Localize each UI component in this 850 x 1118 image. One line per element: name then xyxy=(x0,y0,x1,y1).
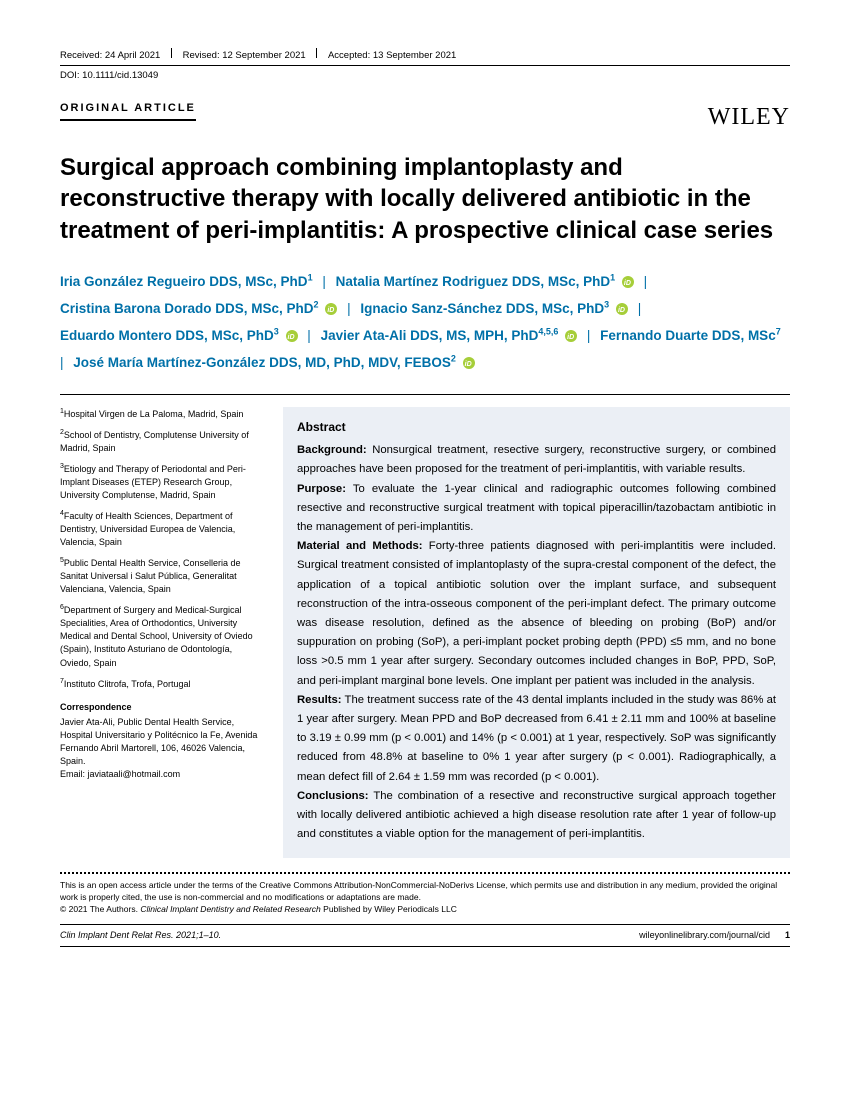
received-date: Received: 24 April 2021 xyxy=(60,49,160,62)
abstract-results: Results: The treatment success rate of t… xyxy=(297,691,776,787)
article-title: Surgical approach combining implantoplas… xyxy=(60,152,790,246)
footer-url[interactable]: wileyonlinelibrary.com/journal/cid xyxy=(639,930,770,940)
footer-bar: Clin Implant Dent Relat Res. 2021;1–10. … xyxy=(60,924,790,947)
article-type: ORIGINAL ARTICLE xyxy=(60,101,196,121)
abstract-box: Abstract Background: Nonsurgical treatme… xyxy=(283,407,790,859)
correspondence-heading: Correspondence xyxy=(60,701,265,714)
author: Natalia Martínez Rodriguez DDS, MSc, PhD… xyxy=(336,274,634,289)
author: José María Martínez-González DDS, MD, Ph… xyxy=(73,355,474,370)
affiliations-column: 1Hospital Virgen de La Paloma, Madrid, S… xyxy=(60,407,265,859)
correspondence-text: Javier Ata-Ali, Public Dental Health Ser… xyxy=(60,716,265,768)
author: Iria González Regueiro DDS, MSc, PhD1 xyxy=(60,274,313,289)
accepted-date: Accepted: 13 September 2021 xyxy=(328,49,456,62)
affiliation: 3Etiology and Therapy of Periodontal and… xyxy=(60,462,265,502)
license-text: This is an open access article under the… xyxy=(60,880,790,916)
abstract-background: Background: Nonsurgical treatment, resec… xyxy=(297,441,776,479)
author: Eduardo Montero DDS, MSc, PhD3 xyxy=(60,328,298,343)
publisher-logo: WILEY xyxy=(708,101,790,135)
abstract-methods: Material and Methods: Forty-three patien… xyxy=(297,537,776,691)
abstract-conclusions: Conclusions: The combination of a resect… xyxy=(297,787,776,845)
header-dates: Received: 24 April 2021 Revised: 12 Sept… xyxy=(60,48,790,65)
abstract-heading: Abstract xyxy=(297,417,776,437)
orcid-icon[interactable] xyxy=(325,303,337,315)
affiliation: 1Hospital Virgen de La Paloma, Madrid, S… xyxy=(60,407,265,421)
affiliation: 6Department of Surgery and Medical-Surgi… xyxy=(60,603,265,669)
affiliation: 5Public Dental Health Service, Conseller… xyxy=(60,556,265,596)
footer-citation: Clin Implant Dent Relat Res. 2021;1–10. xyxy=(60,929,221,942)
orcid-icon[interactable] xyxy=(463,357,475,369)
orcid-icon[interactable] xyxy=(565,330,577,342)
affiliation: 2School of Dentistry, Complutense Univer… xyxy=(60,428,265,455)
author: Cristina Barona Dorado DDS, MSc, PhD2 xyxy=(60,301,337,316)
affiliation: 7Instituto Clitrofa, Trofa, Portugal xyxy=(60,677,265,691)
orcid-icon[interactable] xyxy=(622,276,634,288)
orcid-icon[interactable] xyxy=(616,303,628,315)
doi: DOI: 10.1111/cid.13049 xyxy=(60,69,790,82)
author: Ignacio Sanz-Sánchez DDS, MSc, PhD3 xyxy=(360,301,628,316)
affiliation: 4Faculty of Health Sciences, Department … xyxy=(60,509,265,549)
revised-date: Revised: 12 September 2021 xyxy=(183,49,306,62)
correspondence-email: Email: javiataali@hotmail.com xyxy=(60,768,265,781)
author-list: Iria González Regueiro DDS, MSc, PhD1 | … xyxy=(60,268,790,376)
author: Fernando Duarte DDS, MSc7 xyxy=(600,328,781,343)
author: Javier Ata-Ali DDS, MS, MPH, PhD4,5,6 xyxy=(321,328,578,343)
abstract-purpose: Purpose: To evaluate the 1-year clinical… xyxy=(297,480,776,538)
orcid-icon[interactable] xyxy=(286,330,298,342)
page-number: 1 xyxy=(785,930,790,940)
